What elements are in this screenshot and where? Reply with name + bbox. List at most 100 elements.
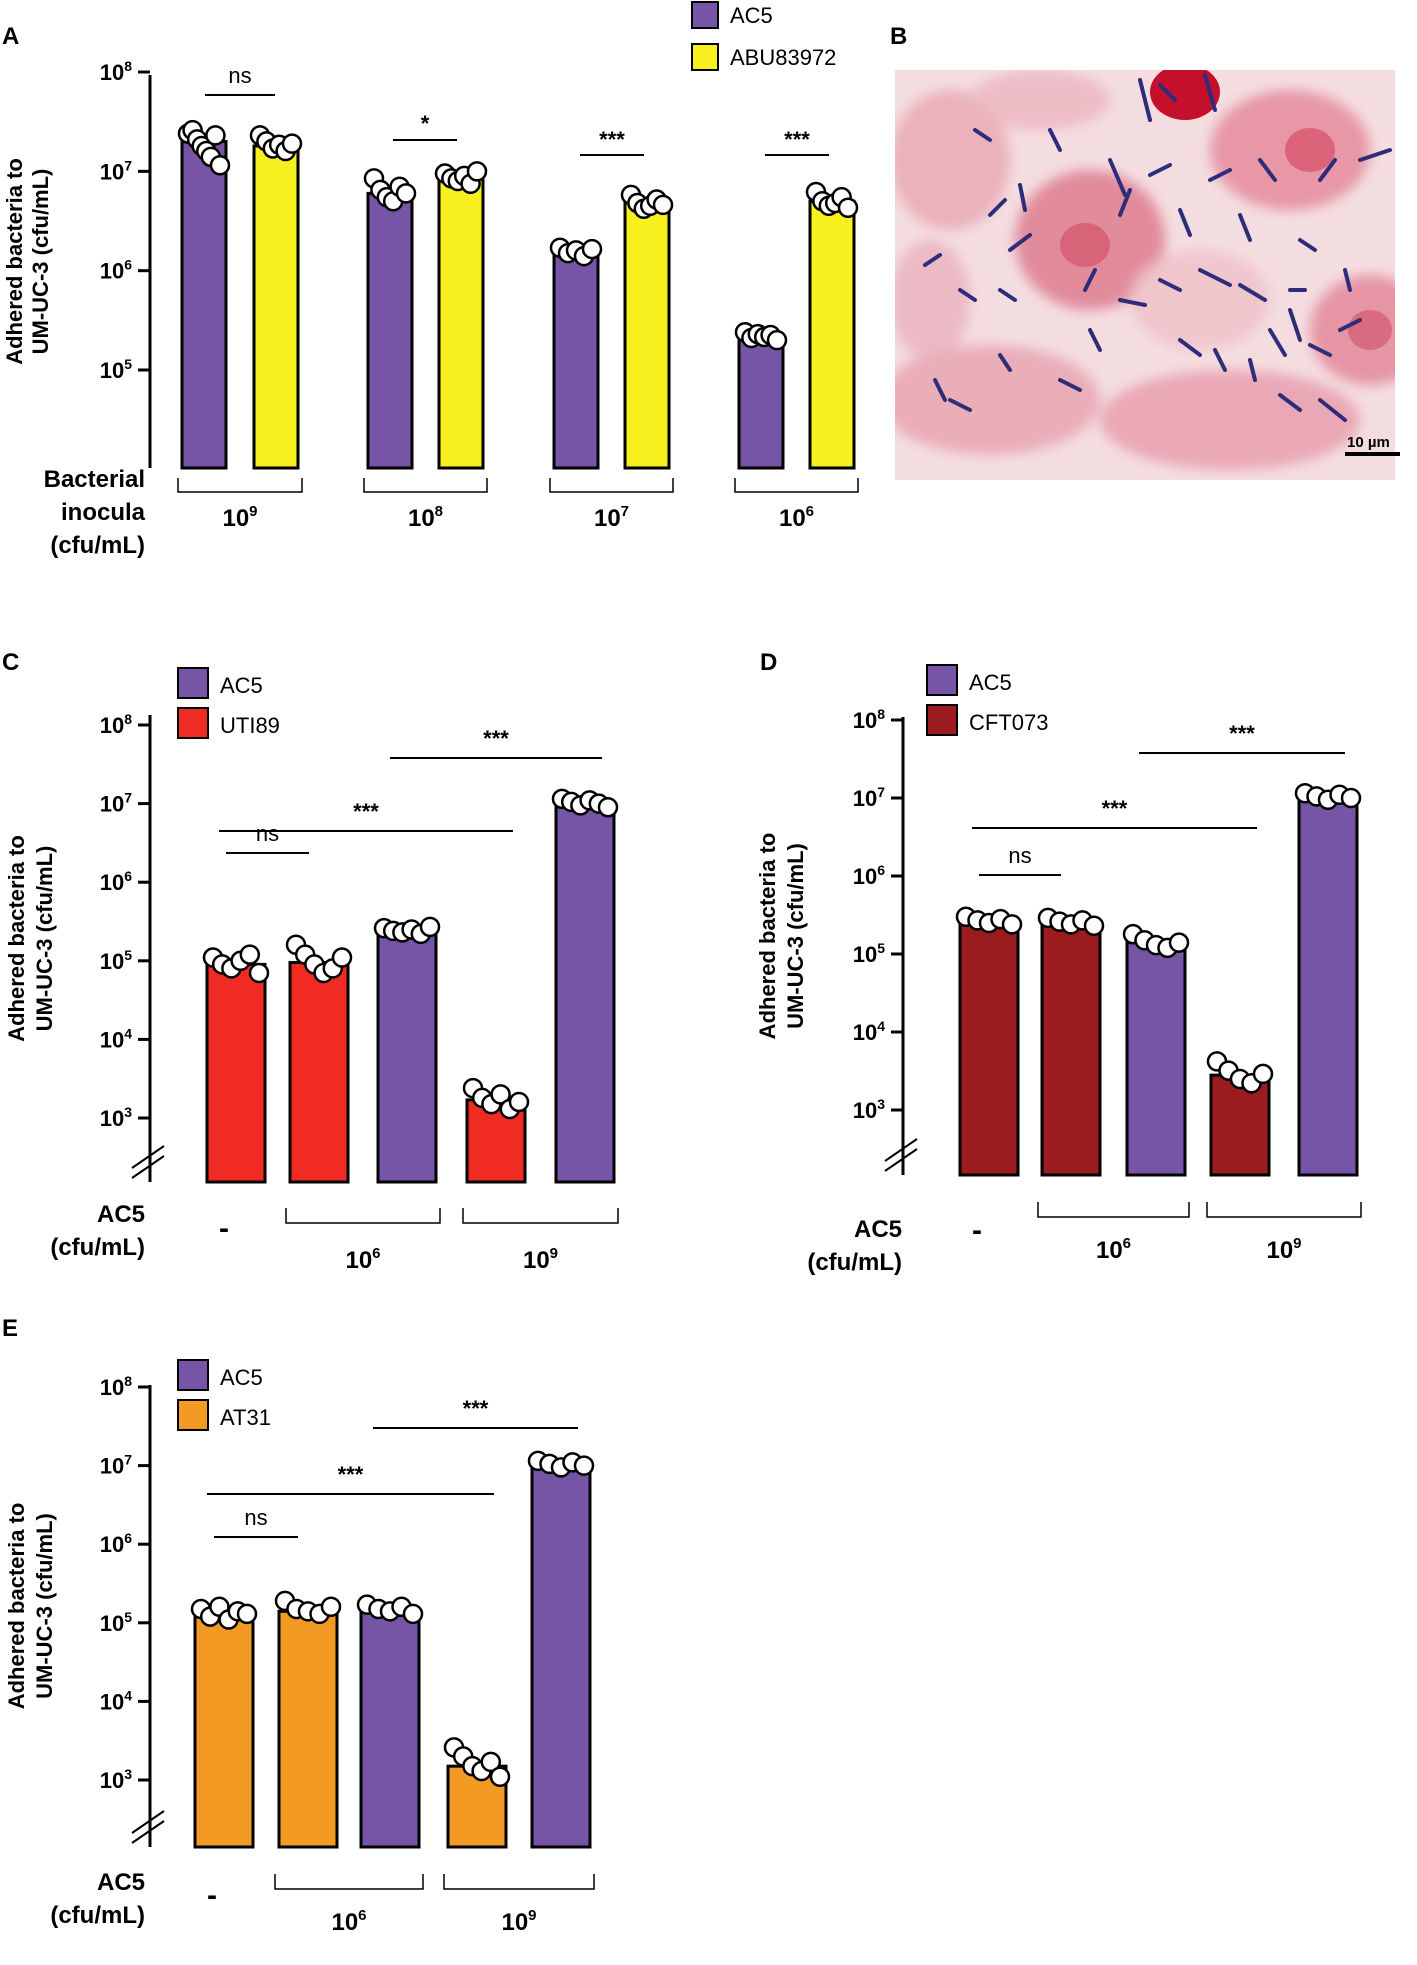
panel-d-y-tick-label-6-base: 10 bbox=[853, 864, 877, 889]
panel-a-y-tick-label-8: 108 bbox=[100, 58, 132, 85]
panel-c-legend-swatch-uti89 bbox=[177, 707, 209, 739]
panel-a-bar-8 bbox=[808, 199, 856, 470]
panel-e-group-label-1: - bbox=[207, 1879, 217, 1912]
panel-e-y-tick-label-8: 108 bbox=[100, 1373, 132, 1400]
panel-a-group-label-4-base: 10 bbox=[779, 505, 806, 532]
scale-bar-label: 10 µm bbox=[1347, 434, 1390, 451]
panel-e-bar-1-point-6 bbox=[236, 1603, 258, 1625]
panel-e-y-axis-label-line-1: Adhered bacteria to bbox=[4, 1503, 29, 1710]
panel-e-group-label-2-exponent: 6 bbox=[358, 1907, 366, 1924]
panel-d-y-tick-label-8-base: 10 bbox=[853, 708, 877, 733]
panel-d-y-tick-label-6-exponent: 6 bbox=[877, 862, 885, 878]
panel-e-legend-swatch-at31 bbox=[177, 1399, 209, 1431]
panel-e-x-axis-label-line-2: (cfu/mL) bbox=[50, 1902, 145, 1929]
panel-c-significance-label-3: *** bbox=[483, 726, 509, 751]
micrograph-cells bbox=[895, 70, 1395, 470]
panel-a-bar-7-point-6 bbox=[766, 329, 788, 351]
panel-d-group-bracket-2 bbox=[1037, 1202, 1190, 1218]
panel-a-bar-4 bbox=[437, 176, 485, 470]
panel-d-y-axis-label-line-1: Adhered bacteria to bbox=[755, 833, 780, 1040]
panel-e-bar-3 bbox=[359, 1607, 421, 1849]
panel-c-y-tick-label-5: 105 bbox=[100, 947, 132, 974]
panel-e-legend-label-ac5: AC5 bbox=[220, 1365, 263, 1390]
panel-d-group-label-2-exponent: 6 bbox=[1123, 1235, 1131, 1252]
panel-a-bar-1 bbox=[180, 139, 228, 470]
panel-d-bar-5-point-5 bbox=[1340, 787, 1362, 809]
panel-a-group-label-1: 109 bbox=[222, 503, 257, 532]
panel-c-legend-swatch-ac5 bbox=[177, 667, 209, 699]
panel-a-y-tick-label-8-base: 10 bbox=[100, 60, 124, 85]
panel-a-legend-label-abu83972: ABU83972 bbox=[730, 45, 836, 70]
panel-d-y-tick-label-4-exponent: 4 bbox=[877, 1018, 885, 1034]
panel-d-y-tick-label-4-base: 10 bbox=[853, 1020, 877, 1045]
panel-d-y-tick-label-5-base: 10 bbox=[853, 942, 877, 967]
panel-d-y-tick-label-8: 108 bbox=[853, 706, 885, 733]
panel-e-group-bracket-3 bbox=[443, 1874, 595, 1890]
panel-c-y-tick-label-7: 107 bbox=[100, 790, 132, 817]
panel-e-y-tick-label-7-base: 10 bbox=[100, 1454, 124, 1479]
panel-a-y-tick-label-7-exponent: 7 bbox=[124, 157, 132, 173]
panel-e-y-tick-label-6-base: 10 bbox=[100, 1532, 124, 1557]
panel-c-group-bracket-2 bbox=[285, 1208, 441, 1224]
panel-a-group-label-2-exponent: 8 bbox=[435, 503, 443, 520]
panel-c-y-tick-label-5-exponent: 5 bbox=[124, 947, 132, 963]
panel-e-bar-2 bbox=[277, 1609, 339, 1849]
panel-e-group-label-2: 106 bbox=[331, 1907, 366, 1936]
panel-e-y-tick-label-5-exponent: 5 bbox=[124, 1609, 132, 1625]
panel-a-bar-1-point-8 bbox=[209, 155, 231, 176]
panel-a-significance-label-1: ns bbox=[228, 63, 251, 88]
panel-letter-a: A bbox=[2, 23, 19, 50]
panel-d-y-tick-label-7-exponent: 7 bbox=[877, 784, 885, 800]
panel-d-bar-2 bbox=[1040, 921, 1102, 1177]
panel-a-bar-3 bbox=[366, 191, 414, 470]
panel-d-y-tick-label-7-base: 10 bbox=[853, 786, 877, 811]
panel-d-group-label-2-base: 10 bbox=[1096, 1237, 1123, 1264]
panel-e-y-tick-label-8-exponent: 8 bbox=[124, 1373, 132, 1389]
panel-a-bar-6-point-6 bbox=[652, 194, 674, 216]
panel-a-bar-1-point-7 bbox=[205, 125, 226, 146]
panel-c-group-bracket-3 bbox=[462, 1208, 619, 1224]
panel-c-x-axis-label-line-2: (cfu/mL) bbox=[50, 1234, 145, 1261]
panel-c-y-tick-label-3-exponent: 3 bbox=[124, 1104, 132, 1120]
panel-d-y-tick-label-4: 104 bbox=[853, 1018, 885, 1045]
panel-d-legend-label-cft073: CFT073 bbox=[969, 710, 1048, 735]
panel-a-legend-swatch-abu83972 bbox=[691, 43, 719, 71]
panel-d-bar-2-point-5 bbox=[1083, 915, 1105, 937]
panel-e-y-tick-label-3: 103 bbox=[100, 1766, 132, 1793]
panel-a-bar-5-point-5 bbox=[581, 238, 603, 260]
scale-bar bbox=[1345, 452, 1400, 456]
panel-c-y-tick-label-4: 104 bbox=[100, 1025, 132, 1052]
panel-e-group-bracket-2 bbox=[274, 1874, 424, 1890]
panel-d-legend-swatch-cft073 bbox=[926, 704, 958, 736]
panel-letter-d: D bbox=[760, 649, 777, 676]
panel-a-group-label-4-exponent: 6 bbox=[806, 503, 814, 520]
panel-c-y-tick-label-8-base: 10 bbox=[100, 713, 124, 738]
panel-e-group-label-3-exponent: 9 bbox=[528, 1907, 536, 1924]
panel-a-y-tick-label-5: 105 bbox=[100, 356, 132, 383]
panel-d-y-tick-label-5-exponent: 5 bbox=[877, 940, 885, 956]
panel-a-bar-5 bbox=[552, 248, 600, 470]
panel-d-y-axis-label-line-2: UM-UC-3 (cfu/mL) bbox=[783, 843, 808, 1029]
panel-c-y-tick-label-3: 103 bbox=[100, 1104, 132, 1131]
panel-c-group-label-3: 109 bbox=[523, 1245, 558, 1274]
panel-c-group-label-2-exponent: 6 bbox=[372, 1245, 380, 1262]
panel-d-bar-4 bbox=[1209, 1073, 1271, 1177]
panel-d-significance-label-2: *** bbox=[1102, 796, 1128, 821]
panel-d-bar-1 bbox=[958, 920, 1020, 1177]
panel-d-y-tick-label-3-base: 10 bbox=[853, 1098, 877, 1123]
panel-e-y-tick-label-4-base: 10 bbox=[100, 1689, 124, 1714]
panel-e-significance-label-3: *** bbox=[463, 1396, 489, 1421]
panel-e-axis-break-line-1 bbox=[131, 1810, 165, 1834]
panel-a-y-tick-label-5-base: 10 bbox=[100, 358, 124, 383]
panel-e-bar-4-point-5 bbox=[480, 1751, 502, 1773]
panel-a-group-label-3: 107 bbox=[594, 503, 629, 532]
panel-a-group-bracket-1 bbox=[177, 478, 303, 493]
panel-a-legend-swatch-ac5 bbox=[691, 1, 719, 29]
panel-d-bar-3 bbox=[1125, 941, 1187, 1177]
panel-c-axis-break-line-2 bbox=[131, 1155, 165, 1179]
panel-a-y-tick-label-7-base: 10 bbox=[100, 159, 124, 184]
panel-c-y-tick-label-4-exponent: 4 bbox=[124, 1025, 132, 1041]
